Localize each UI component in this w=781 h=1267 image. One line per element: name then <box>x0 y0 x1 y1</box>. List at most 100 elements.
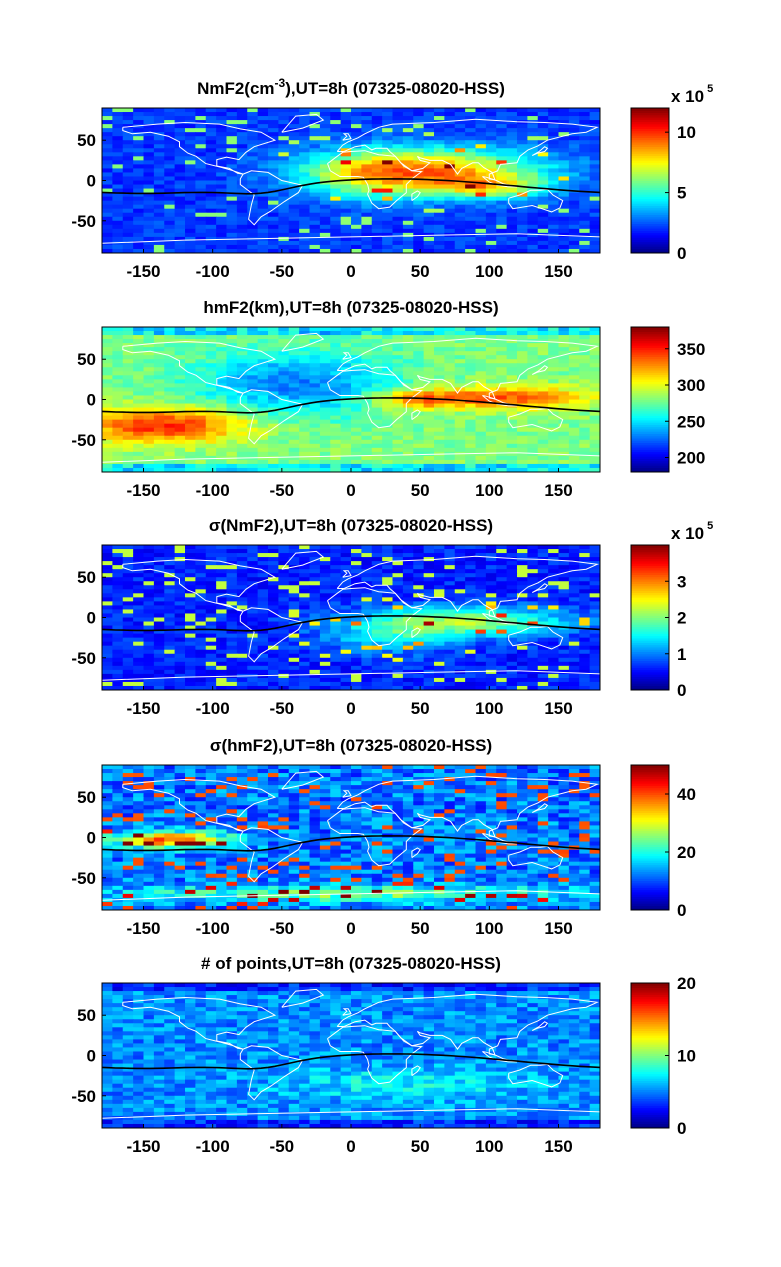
heatmap-cell <box>537 633 549 639</box>
heatmap-cell <box>330 375 342 380</box>
heatmap-cell <box>340 156 352 161</box>
heatmap-cell <box>392 625 404 631</box>
heatmap-cell <box>247 399 259 405</box>
heatmap-cell <box>351 649 362 655</box>
heatmap-cell <box>226 585 238 590</box>
heatmap-cell <box>423 188 435 194</box>
heatmap-cell <box>371 427 383 433</box>
heatmap-cell <box>330 339 342 344</box>
heatmap-cell <box>413 240 425 246</box>
heatmap-cell <box>496 184 508 190</box>
heatmap-cell <box>257 196 269 202</box>
heatmap-cell <box>527 625 539 631</box>
heatmap-cell <box>423 391 435 397</box>
heatmap-cell <box>496 331 508 336</box>
heatmap-cell <box>361 585 373 590</box>
heatmap-cell <box>548 176 560 182</box>
heatmap-cell <box>548 589 560 594</box>
heatmap-cell <box>330 128 342 133</box>
heatmap-cell <box>133 196 145 202</box>
heatmap-cell <box>475 347 487 352</box>
heatmap-cell <box>423 331 435 336</box>
heatmap-cell <box>288 327 300 332</box>
heatmap-cell <box>122 613 134 619</box>
heatmap-cell <box>143 192 155 198</box>
heatmap-cell <box>361 641 373 647</box>
heatmap-cell <box>299 152 311 157</box>
heatmap-cell <box>413 577 425 582</box>
heatmap-cell <box>589 455 600 461</box>
heatmap-cell <box>537 164 549 170</box>
heatmap-cell <box>185 240 196 246</box>
heatmap-cell <box>371 451 383 457</box>
heatmap-cell <box>133 617 145 623</box>
heatmap-cell <box>340 180 352 186</box>
heatmap-cell <box>112 375 124 380</box>
heatmap-cell <box>330 601 342 607</box>
heatmap-cell <box>558 176 570 182</box>
heatmap-cell <box>434 196 445 202</box>
heatmap-cell <box>153 565 165 570</box>
colorbar-swatch <box>631 146 669 150</box>
heatmap-cell <box>288 391 300 397</box>
heatmap-cell <box>558 236 570 242</box>
heatmap-cell <box>496 116 508 121</box>
heatmap-cell <box>278 625 290 631</box>
heatmap-cell <box>351 439 362 445</box>
heatmap-cell <box>122 443 134 449</box>
heatmap-cell <box>548 343 560 348</box>
heatmap-cell <box>558 403 570 409</box>
heatmap-cell <box>236 605 248 611</box>
heatmap-cell <box>371 621 383 627</box>
heatmap-cell <box>465 168 477 174</box>
heatmap-cell <box>465 148 477 153</box>
heatmap-cell <box>579 355 591 360</box>
heatmap-cell <box>299 637 311 643</box>
heatmap-cell <box>122 569 134 574</box>
heatmap-cell <box>288 168 300 174</box>
heatmap-cell <box>423 455 435 461</box>
heatmap-cell <box>517 637 528 643</box>
heatmap-cell <box>579 629 591 635</box>
heatmap-cell <box>278 224 290 230</box>
heatmap-cell <box>319 208 331 214</box>
heatmap-cell <box>506 545 518 550</box>
heatmap-cell <box>537 641 549 647</box>
heatmap-cell <box>454 383 466 389</box>
heatmap-cell <box>340 391 352 397</box>
heatmap-cell <box>278 248 290 253</box>
colorbar-swatch <box>631 406 669 410</box>
heatmap-cell <box>174 204 186 210</box>
heatmap-cell <box>164 176 176 182</box>
heatmap-cell <box>226 383 238 389</box>
heatmap-cell <box>589 403 600 409</box>
heatmap-cell <box>268 160 279 165</box>
heatmap-cell <box>454 240 466 246</box>
heatmap-cell <box>174 463 186 469</box>
heatmap-cell <box>382 645 394 651</box>
heatmap-cell <box>216 653 228 659</box>
heatmap-cell <box>185 649 196 655</box>
heatmap-cell <box>402 327 414 332</box>
heatmap-cell <box>465 351 477 356</box>
heatmap-cell <box>174 156 186 161</box>
heatmap-cell <box>589 331 600 336</box>
heatmap-cell <box>351 200 362 206</box>
colorbar-swatch <box>631 232 669 236</box>
heatmap-cell <box>278 399 290 405</box>
heatmap-cell <box>527 375 539 380</box>
heatmap-cell <box>434 443 445 449</box>
heatmap-cell <box>361 120 373 125</box>
heatmap-cell <box>112 565 124 570</box>
heatmap-cell <box>589 637 600 643</box>
heatmap-cell <box>371 629 383 635</box>
heatmap-cell <box>112 108 124 113</box>
heatmap-cell <box>568 152 580 157</box>
heatmap-cell <box>444 443 456 449</box>
heatmap-cell <box>340 597 352 602</box>
heatmap-cell <box>475 431 487 437</box>
heatmap-cell <box>527 180 539 186</box>
colorbar-swatch <box>631 207 669 211</box>
heatmap-cell <box>288 463 300 469</box>
heatmap-cell <box>112 585 124 590</box>
